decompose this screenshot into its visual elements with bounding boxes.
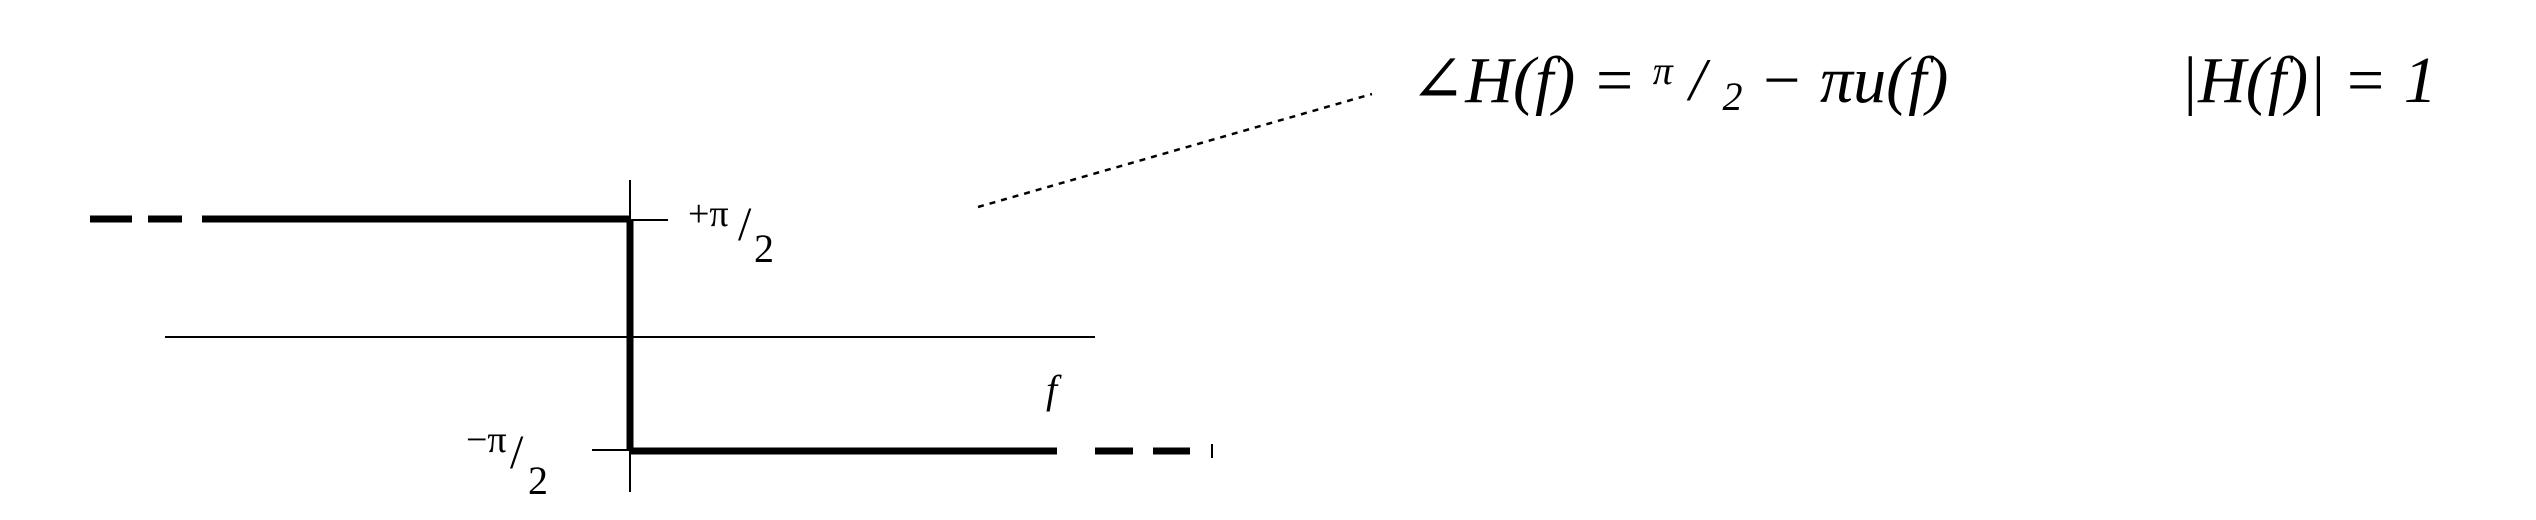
label-plus-pi-two: 2 [754,226,774,271]
phase-equation-lhs: ∠H(f) = [1410,44,1653,117]
label-f-axis: f [1046,367,1062,412]
phase-equation-slash: / [1686,47,1711,113]
label-minus-pi-prefix: −π [466,419,507,461]
phase-equation-two: 2 [1723,74,1743,119]
label-minus-pi-two: 2 [528,458,548,503]
equation-leader-line [977,92,1373,209]
label-plus-pi-prefix: +π [688,193,729,235]
label-plus-pi-slash: / [738,198,752,251]
phase-equation-rhs: − πu(f) [1759,44,1948,117]
phase-equation: ∠H(f) = π / 2 − πu(f) [1410,26,1948,125]
phase-equation-pi: π [1653,48,1674,93]
label-minus-pi-slash: / [510,426,524,479]
magnitude-equation: |H(f)| = 1 [2180,44,2437,117]
